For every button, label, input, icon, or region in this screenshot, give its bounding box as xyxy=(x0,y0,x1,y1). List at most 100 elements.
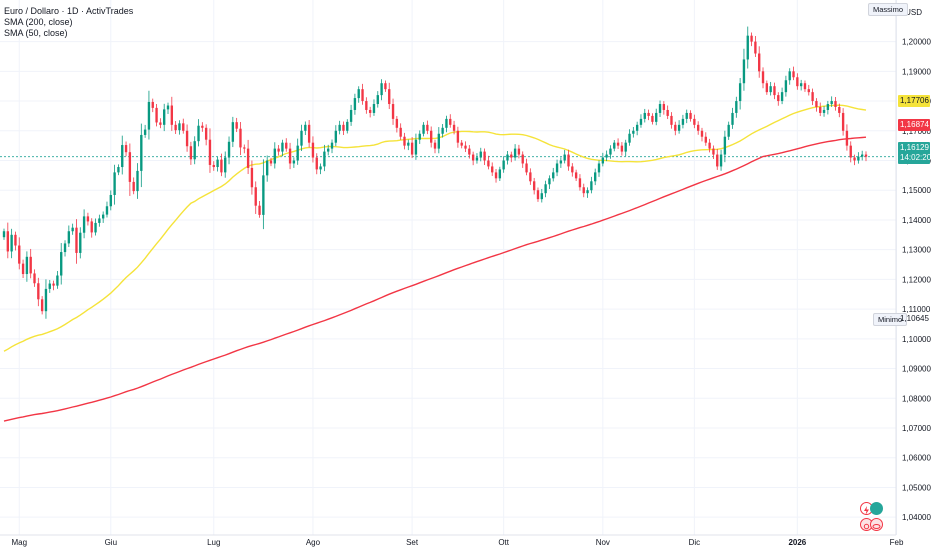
candle-body xyxy=(67,231,71,244)
candle-body xyxy=(590,181,593,191)
sma200-legend[interactable]: SMA (200, close) xyxy=(4,17,73,27)
candle-body xyxy=(300,130,303,146)
candle-body xyxy=(178,123,181,131)
candle-body xyxy=(788,71,791,81)
candle-body xyxy=(136,170,139,192)
candle-body xyxy=(594,172,597,182)
candle-body xyxy=(18,245,21,264)
eye-icon[interactable] xyxy=(870,518,883,531)
candle-body xyxy=(307,124,311,143)
candle-body xyxy=(250,167,254,188)
candle-body xyxy=(491,166,494,173)
candle-body xyxy=(86,216,90,222)
price-axis[interactable]: 1,04000 1,05000 1,06000 1,07000 1,08000 1,090… xyxy=(902,38,931,523)
candle-body xyxy=(799,83,803,87)
candle-body xyxy=(685,112,688,119)
x-tick-label: Ott xyxy=(498,538,509,547)
candle-body xyxy=(296,145,299,161)
candle-body xyxy=(327,148,330,152)
y-tick-label: 1,19000 xyxy=(902,67,931,76)
candle-body xyxy=(159,122,162,125)
candle-body xyxy=(811,92,814,102)
x-tick-label: Giu xyxy=(105,538,117,547)
candle-body xyxy=(761,71,765,84)
candle-body xyxy=(441,127,444,134)
y-tick-label: 1,04000 xyxy=(902,513,931,522)
candle-body xyxy=(735,101,738,113)
x-tick-label: Mag xyxy=(11,538,27,547)
candle-body xyxy=(639,118,643,125)
candle-body xyxy=(784,80,788,93)
candle-body xyxy=(29,256,32,274)
candle-body xyxy=(853,157,856,161)
candle-body xyxy=(273,148,276,164)
candle-body xyxy=(418,133,421,140)
candle-body xyxy=(529,172,532,182)
candle-body xyxy=(780,92,784,102)
sma50-legend[interactable]: SMA (50, close) xyxy=(4,28,68,38)
candle-body xyxy=(689,112,692,119)
x-tick-label: Ago xyxy=(306,538,321,547)
candle-body xyxy=(456,130,460,143)
candle-body xyxy=(506,154,509,161)
candle-body xyxy=(204,127,208,140)
candle-body xyxy=(235,122,238,129)
candle-body xyxy=(193,141,196,160)
time-axis[interactable]: MagGiuLugAgoSetOttNovDic2026FebMar xyxy=(11,538,932,547)
candle-body xyxy=(655,112,658,122)
candle-body xyxy=(208,139,212,165)
candle-body xyxy=(269,160,273,164)
candle-body xyxy=(185,130,189,147)
candle-body xyxy=(21,263,25,275)
candle-body xyxy=(410,142,414,155)
candle-body xyxy=(807,89,810,93)
candle-body xyxy=(696,124,700,131)
x-tick-label: 2026 xyxy=(788,538,806,547)
candle-body xyxy=(624,142,627,152)
candle-body xyxy=(330,142,334,149)
candle-body xyxy=(712,148,715,155)
candle-body xyxy=(513,148,517,158)
min-label: Minimo xyxy=(873,313,908,326)
candle-body xyxy=(262,175,265,215)
candle-body xyxy=(388,89,391,105)
candle-body xyxy=(82,216,86,233)
candle-body xyxy=(475,157,479,161)
y-tick-label: 1,14000 xyxy=(902,216,931,225)
candle-body xyxy=(292,160,296,164)
candle-body xyxy=(574,172,578,179)
candle-body xyxy=(674,124,677,131)
candle-body xyxy=(815,101,818,107)
grid-lines xyxy=(0,0,898,535)
candle-body xyxy=(849,145,852,158)
candle-body xyxy=(613,142,616,149)
candle-body xyxy=(822,109,826,113)
candle-body xyxy=(243,147,246,149)
candle-body xyxy=(582,187,585,194)
symbol-title[interactable]: Euro / Dollaro · 1D · ActivTrades xyxy=(4,6,134,16)
candles[interactable] xyxy=(2,26,868,319)
candle-body xyxy=(479,151,482,158)
candle-body xyxy=(376,95,379,105)
chart-legend: Euro / Dollaro · 1D · ActivTrades SMA (2… xyxy=(4,6,133,39)
candle-body xyxy=(44,288,48,312)
min-value-tag: 1,10645 xyxy=(900,314,929,323)
candle-body xyxy=(738,83,742,102)
candle-body xyxy=(464,145,467,149)
sma200-path xyxy=(3,136,867,422)
candle-body xyxy=(75,227,78,253)
candle-body xyxy=(571,166,574,173)
candle-body xyxy=(498,169,502,179)
candle-body xyxy=(246,148,250,168)
candle-body xyxy=(319,166,322,170)
currency-unit[interactable]: USD xyxy=(905,8,922,17)
sma50-line xyxy=(3,104,867,352)
y-tick-label: 1,15000 xyxy=(902,186,931,195)
y-tick-label: 1,05000 xyxy=(902,483,931,492)
candle-body xyxy=(6,231,9,252)
circle-icon[interactable] xyxy=(870,502,883,515)
candle-body xyxy=(525,163,528,173)
sma200-price-tag: 1,16874 xyxy=(898,119,930,131)
